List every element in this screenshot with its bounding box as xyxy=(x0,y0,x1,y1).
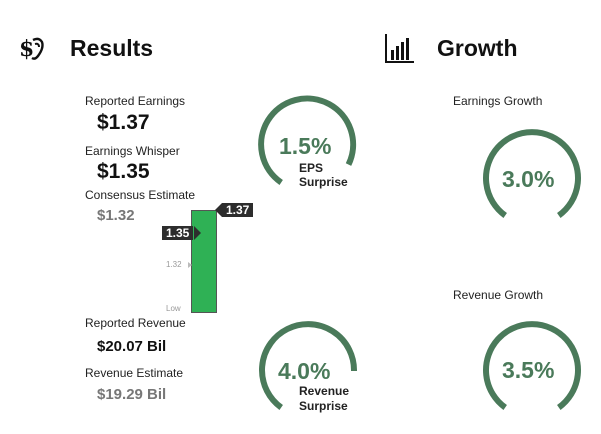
tick-consensus: 1.32 xyxy=(166,260,182,269)
reported-flag-arrow xyxy=(215,203,222,217)
earnings-growth-label: Earnings Growth xyxy=(453,94,543,108)
consensus-estimate-label: Consensus Estimate xyxy=(85,188,196,202)
reported-revenue-value: $20.07 Bil xyxy=(97,338,167,355)
revenue-surprise-line1: Revenue xyxy=(299,384,350,398)
reported-earnings-label: Reported Earnings xyxy=(85,94,186,108)
reported-revenue-label: Reported Revenue xyxy=(85,316,186,330)
earnings-growth-gauge xyxy=(481,128,583,235)
revenue-surprise-percent: 4.0% xyxy=(278,358,331,384)
reported-flag: 1.37 xyxy=(222,203,254,217)
revenue-growth-label: Revenue Growth xyxy=(453,288,544,302)
consensus-estimate-value: $1.32 xyxy=(97,207,135,224)
results-title: Results xyxy=(70,35,154,61)
revenue-growth-gauge xyxy=(481,320,583,427)
whisper-flag-arrow xyxy=(194,226,201,240)
tick-low: Low xyxy=(166,304,181,313)
revenue-estimate-value: $19.29 Bil xyxy=(97,386,167,403)
earnings-whisper-label: Earnings Whisper xyxy=(85,144,180,158)
eps-surprise-gauge xyxy=(257,95,359,202)
earnings-whisper-value: $1.35 xyxy=(97,160,150,183)
reported-earnings-value: $1.37 xyxy=(97,111,150,134)
svg-text:$: $ xyxy=(19,36,34,62)
money-hand-icon: $ xyxy=(18,34,46,67)
eps-surprise-line1: EPS xyxy=(299,161,324,175)
whisper-flag: 1.35 xyxy=(162,226,194,240)
bar-chart-icon xyxy=(384,32,416,69)
growth-title: Growth xyxy=(437,35,518,61)
revenue-surprise-gauge xyxy=(257,320,359,427)
revenue-growth-value: 3.5% xyxy=(502,357,555,383)
revenue-surprise-line2: Surprise xyxy=(299,399,348,413)
earnings-growth-value: 3.0% xyxy=(502,166,555,192)
revenue-estimate-label: Revenue Estimate xyxy=(85,366,184,380)
tick-marker xyxy=(188,262,192,268)
eps-surprise-percent: 1.5% xyxy=(279,133,332,159)
eps-surprise-line2: Surprise xyxy=(299,175,348,189)
